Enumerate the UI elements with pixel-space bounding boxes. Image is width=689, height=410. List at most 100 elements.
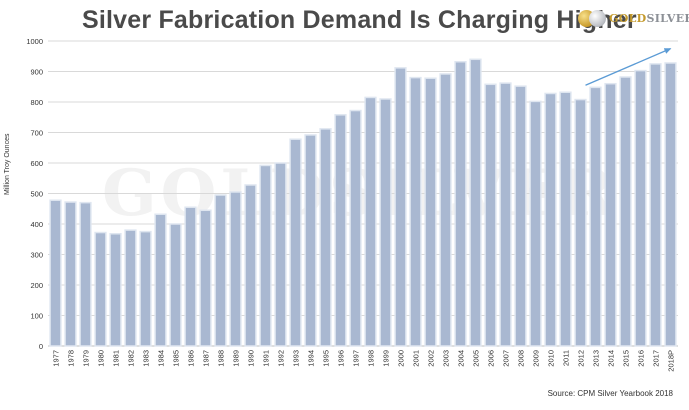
x-tick-labels: 1977 1978 1979 1980 1981 1982 1983 1984 1985 1986… bbox=[52, 350, 676, 372]
x-tick-label: 1991 bbox=[262, 350, 271, 367]
y-tick-label: 400 bbox=[30, 220, 43, 229]
x-tick-label: 1980 bbox=[97, 350, 106, 367]
x-tick-label: 1996 bbox=[337, 350, 346, 367]
bar bbox=[589, 86, 602, 347]
x-tick-label: 1987 bbox=[202, 350, 211, 367]
x-tick-label: 2000 bbox=[397, 350, 406, 367]
bar bbox=[544, 92, 557, 347]
x-tick-label: 1997 bbox=[352, 350, 361, 367]
y-tick-labels: 0 100 200 300 400 500 600 700 800 900 1000 bbox=[26, 37, 43, 351]
bar bbox=[229, 191, 242, 347]
bar bbox=[214, 194, 227, 347]
x-tick-label: 2004 bbox=[457, 350, 466, 367]
bar bbox=[274, 162, 287, 347]
bar bbox=[529, 100, 542, 347]
x-tick-label: 1992 bbox=[277, 350, 286, 367]
bar bbox=[394, 67, 407, 347]
bar bbox=[334, 114, 347, 347]
bar bbox=[64, 201, 77, 347]
bar bbox=[289, 138, 302, 347]
bar bbox=[574, 98, 587, 347]
bar bbox=[304, 134, 317, 347]
bar bbox=[154, 213, 167, 347]
x-tick-label: 1995 bbox=[322, 350, 331, 367]
bar bbox=[199, 209, 212, 347]
bar bbox=[484, 83, 497, 347]
bar bbox=[184, 206, 197, 347]
logo-text-gold: GOLD bbox=[609, 12, 647, 25]
y-tick-label: 500 bbox=[30, 190, 43, 199]
x-tick-label: 2009 bbox=[532, 350, 541, 367]
bar bbox=[469, 58, 482, 347]
x-tick-label: 1978 bbox=[67, 350, 76, 367]
y-tick-label: 1000 bbox=[26, 37, 43, 46]
y-tick-label: 200 bbox=[30, 281, 43, 290]
bar bbox=[439, 73, 452, 347]
x-tick-label: 2006 bbox=[487, 350, 496, 367]
y-axis-label: Million Troy Ounces bbox=[4, 133, 11, 195]
x-tick-label: 1986 bbox=[187, 350, 196, 367]
bar bbox=[364, 96, 377, 347]
bar bbox=[514, 85, 527, 347]
x-tick-label: 1988 bbox=[217, 350, 226, 367]
logo-text-silver: SILVER bbox=[646, 12, 689, 25]
x-tick-label: 1983 bbox=[142, 350, 151, 367]
bar bbox=[94, 231, 107, 347]
x-tick-label: 2012 bbox=[577, 350, 586, 367]
bar bbox=[49, 199, 62, 347]
x-tick-label: 1990 bbox=[247, 350, 256, 367]
x-tick-label: 2013 bbox=[592, 350, 601, 367]
bars bbox=[49, 58, 677, 347]
bar bbox=[109, 233, 122, 347]
y-tick-label: 900 bbox=[30, 68, 43, 77]
x-tick-label: 2002 bbox=[427, 350, 436, 367]
bar bbox=[244, 184, 257, 347]
x-tick-label: 2014 bbox=[607, 350, 616, 367]
bar bbox=[424, 77, 437, 347]
source-note: Source: CPM Silver Yearbook 2018 bbox=[547, 389, 673, 398]
x-tick-label: 2010 bbox=[547, 350, 556, 367]
y-tick-label: 0 bbox=[39, 342, 43, 351]
bar bbox=[124, 229, 137, 347]
bar bbox=[454, 60, 467, 347]
x-tick-label: 2011 bbox=[562, 350, 571, 366]
y-tick-label: 800 bbox=[30, 98, 43, 107]
bar bbox=[139, 230, 152, 347]
x-tick-label: 1993 bbox=[292, 350, 301, 367]
x-tick-label: 1979 bbox=[82, 350, 91, 367]
x-tick-label: 2001 bbox=[412, 350, 421, 367]
chart-title: Silver Fabrication Demand Is Charging Hi… bbox=[82, 6, 637, 34]
bar bbox=[379, 98, 392, 347]
gridlines bbox=[48, 40, 678, 347]
bar bbox=[259, 164, 272, 347]
x-tick-label: 2016 bbox=[637, 350, 646, 367]
y-tick-label: 300 bbox=[30, 251, 43, 260]
x-tick-label: 1985 bbox=[172, 350, 181, 367]
trend-arrow bbox=[585, 48, 672, 86]
bar bbox=[499, 82, 512, 347]
x-tick-label: 2018P bbox=[667, 350, 676, 372]
goldsilver-logo: GOLDSILVER bbox=[578, 10, 689, 27]
bar bbox=[319, 128, 332, 347]
bar bbox=[634, 69, 647, 347]
logo-text: GOLDSILVER bbox=[609, 12, 689, 25]
bar bbox=[349, 109, 362, 347]
x-tick-label: 2007 bbox=[502, 350, 511, 367]
x-tick-label: 2003 bbox=[442, 350, 451, 367]
bar bbox=[169, 223, 182, 347]
silver-coin-icon bbox=[589, 10, 606, 27]
x-tick-label: 1998 bbox=[367, 350, 376, 367]
x-tick-label: 1982 bbox=[127, 350, 136, 367]
y-tick-label: 600 bbox=[30, 159, 43, 168]
x-tick-label: 1989 bbox=[232, 350, 241, 367]
x-tick-label: 1999 bbox=[382, 350, 391, 367]
x-tick-label: 2017 bbox=[652, 350, 661, 367]
x-tick-label: 2008 bbox=[517, 350, 526, 367]
bar bbox=[409, 76, 422, 347]
bar bbox=[559, 91, 572, 347]
x-tick-label: 1977 bbox=[52, 350, 61, 367]
bar bbox=[664, 62, 677, 347]
x-tick-label: 2015 bbox=[622, 350, 631, 367]
y-tick-label: 100 bbox=[30, 312, 43, 321]
bar bbox=[649, 63, 662, 347]
